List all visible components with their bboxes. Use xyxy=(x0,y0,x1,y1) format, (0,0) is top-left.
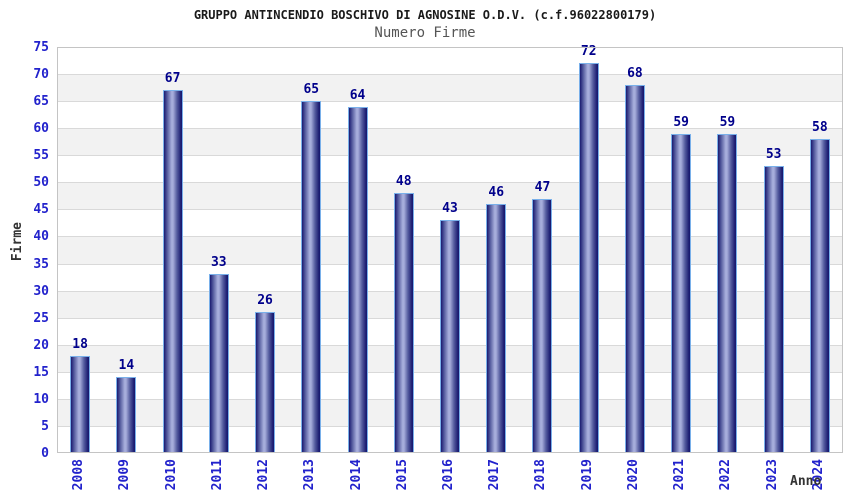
bar-2019 xyxy=(578,63,599,453)
x-tick-label: 2010 xyxy=(163,459,179,491)
x-tick-label: 2013 xyxy=(302,459,318,491)
chart-subtitle: Numero Firme xyxy=(374,25,476,41)
bar-2015 xyxy=(393,193,414,453)
y-tick-label: 65 xyxy=(33,94,49,110)
bar-value-label: 58 xyxy=(812,120,828,136)
bar-value-label: 43 xyxy=(442,201,458,217)
gridline xyxy=(57,74,843,76)
bar-value-label: 67 xyxy=(164,71,181,87)
bar-2009 xyxy=(116,377,137,453)
bar-2017 xyxy=(486,203,507,453)
bar-value-label: 72 xyxy=(580,44,597,60)
bar-2023 xyxy=(763,166,784,453)
x-tick-label: 2015 xyxy=(394,459,410,491)
bar-2008 xyxy=(70,355,91,453)
x-tick-label: 2022 xyxy=(718,459,734,491)
bar-2024 xyxy=(809,139,830,453)
x-tick-label: 2016 xyxy=(441,459,456,491)
y-tick-label: 60 xyxy=(33,121,49,137)
x-tick-label: 2017 xyxy=(487,459,503,491)
bar-value-label: 18 xyxy=(72,336,88,352)
chart-title: GRUPPO ANTINCENDIO BOSCHIVO DI AGNOSINE … xyxy=(193,8,657,22)
x-tick-label: 2014 xyxy=(348,459,364,491)
y-tick-label: 40 xyxy=(33,229,49,245)
y-tick-label: 20 xyxy=(33,337,49,353)
bar-2021 xyxy=(671,133,692,453)
bar-value-label: 47 xyxy=(534,179,551,195)
bar-value-label: 46 xyxy=(488,184,505,200)
bar-value-label: 14 xyxy=(118,358,135,374)
plot-band xyxy=(57,128,843,156)
y-tick-label: 50 xyxy=(33,175,49,191)
bar-2010 xyxy=(162,90,183,453)
bar-2018 xyxy=(532,198,553,453)
bar-value-label: 68 xyxy=(627,65,643,81)
plot-band xyxy=(57,155,843,183)
plot-band xyxy=(57,101,843,129)
x-tick-label: 2011 xyxy=(209,459,225,491)
bar-value-label: 26 xyxy=(257,293,273,309)
x-tick-label: 2021 xyxy=(672,459,688,491)
x-axis-label: Anno xyxy=(790,474,822,489)
bar-value-label: 59 xyxy=(673,114,689,130)
y-tick-label: 70 xyxy=(33,67,49,83)
bar-2013 xyxy=(301,101,322,453)
bar-2011 xyxy=(208,274,229,453)
x-tick-label: 2019 xyxy=(579,459,595,491)
gridline xyxy=(57,155,843,157)
y-tick-label: 0 xyxy=(41,446,49,461)
y-tick-label: 25 xyxy=(33,310,49,326)
bar-2020 xyxy=(624,84,645,453)
y-tick-label: 10 xyxy=(33,391,49,407)
y-tick-label: 75 xyxy=(33,40,49,55)
bar-value-label: 53 xyxy=(765,147,782,163)
y-tick-label: 30 xyxy=(33,283,49,299)
y-tick-label: 45 xyxy=(33,202,49,218)
x-tick-label: 2008 xyxy=(71,459,87,491)
bar-2022 xyxy=(717,133,738,453)
bar-2014 xyxy=(347,106,368,453)
bar-2012 xyxy=(255,312,276,453)
plot-band xyxy=(57,47,843,75)
y-tick-label: 15 xyxy=(33,364,49,380)
y-tick-label: 5 xyxy=(41,418,49,434)
gridline xyxy=(57,101,843,103)
gridline xyxy=(57,209,843,211)
bar-value-label: 64 xyxy=(349,87,366,103)
bar-value-label: 59 xyxy=(719,114,736,130)
bar-value-label: 65 xyxy=(303,82,320,98)
gridline xyxy=(57,128,843,130)
gridline xyxy=(57,182,843,184)
y-tick-label: 55 xyxy=(33,148,49,164)
y-tick-label: 35 xyxy=(33,256,49,272)
x-tick-label: 2020 xyxy=(625,459,641,491)
plot-band xyxy=(57,182,843,210)
x-tick-label: 2018 xyxy=(533,459,549,491)
x-tick-label: 2012 xyxy=(256,459,272,491)
plot-band xyxy=(57,74,843,102)
bar-value-label: 33 xyxy=(210,255,227,271)
bar-value-label: 48 xyxy=(395,174,412,190)
x-tick-label: 2009 xyxy=(117,459,133,491)
bar-2016 xyxy=(440,220,460,453)
x-tick-label: 2023 xyxy=(764,459,780,491)
